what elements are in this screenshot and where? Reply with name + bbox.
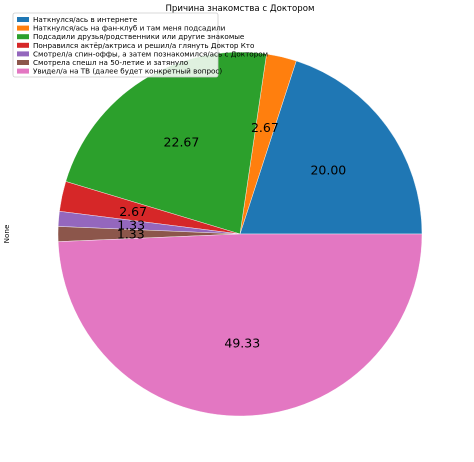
legend-frame	[12, 12, 219, 78]
legend-swatch-6	[17, 68, 29, 74]
legend-entry-0: Наткнулся/ась в интернете	[33, 15, 138, 24]
legend-entry-3: Понравился актёр/актриса и решил/а гляну…	[33, 41, 254, 50]
legend-entry-2: Подсадили друзья/родственники или другие…	[33, 32, 245, 41]
slice-value-label-6: 49.33	[224, 336, 260, 351]
legend-swatch-4	[17, 51, 29, 57]
legend-swatch-2	[17, 34, 29, 40]
legend-swatch-1	[17, 25, 29, 31]
chart-title: Причина знакомства с Доктором	[165, 4, 314, 14]
y-axis-label: None	[2, 224, 11, 243]
pie-slice-6	[57, 233, 423, 417]
slice-value-label-1: 2.67	[251, 120, 279, 135]
slice-value-label-2: 22.67	[164, 134, 200, 149]
legend-entry-1: Наткнулся/ась на фан-клуб и там меня под…	[33, 24, 226, 33]
pie-slices	[57, 51, 423, 417]
legend-swatch-5	[17, 60, 29, 65]
slice-value-label-0: 20.00	[310, 162, 346, 177]
legend-entry-6: Увидел/а на ТВ (далее будет конкретный в…	[33, 67, 222, 76]
legend-entry-4: Смотрел/а спин-оффы, а затем познакомилс…	[33, 49, 268, 58]
slice-value-label-4: 1.33	[117, 217, 145, 232]
legend-entry-5: Смотрела спешл на 50-летие и затянуло	[33, 58, 188, 67]
pie-slice-2	[65, 51, 267, 235]
slice-value-label-3: 2.67	[119, 204, 147, 219]
pie-slice-0	[239, 60, 423, 235]
slice-value-label-5: 1.33	[117, 227, 145, 242]
legend-swatch-3	[17, 42, 29, 48]
legend-swatch-0	[17, 17, 29, 22]
